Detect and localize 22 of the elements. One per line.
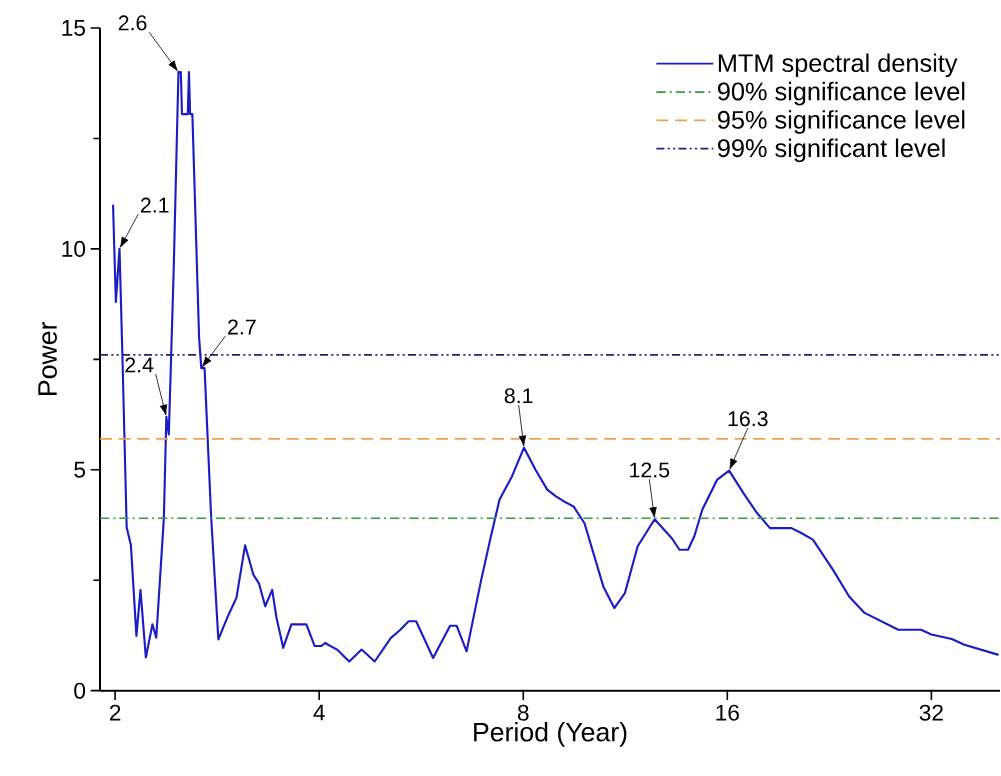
annotation: 2.6 bbox=[118, 15, 147, 31]
legend-label: 99% significant level bbox=[718, 138, 945, 163]
x-tick-label: 16 bbox=[716, 704, 739, 721]
annotation: 12.5 bbox=[630, 462, 670, 478]
y-tick-label: 0 bbox=[74, 682, 86, 699]
annotation: 16.3 bbox=[728, 411, 768, 427]
x-tick-label: 2 bbox=[109, 704, 121, 721]
legend-label: 90% significance level bbox=[718, 81, 965, 106]
y-tick-label: 5 bbox=[74, 461, 86, 478]
x-axis-title: Period (Year) bbox=[474, 721, 627, 747]
legend-label: MTM spectral density bbox=[718, 53, 958, 78]
x-tick-label: 4 bbox=[313, 704, 325, 721]
y-tick-label: 10 bbox=[62, 240, 86, 257]
annotation: 8.1 bbox=[504, 388, 533, 404]
x-tick-label: 8 bbox=[517, 704, 529, 721]
legend-label: 95% significance level bbox=[718, 110, 965, 134]
y-tick-label: 15 bbox=[62, 20, 85, 36]
x-tick-label: 32 bbox=[919, 704, 943, 721]
annotation: 2.4 bbox=[125, 357, 154, 373]
y-axis-title: Power bbox=[38, 322, 57, 395]
annotation: 2.1 bbox=[140, 197, 169, 213]
annotation: 2.7 bbox=[228, 319, 256, 335]
